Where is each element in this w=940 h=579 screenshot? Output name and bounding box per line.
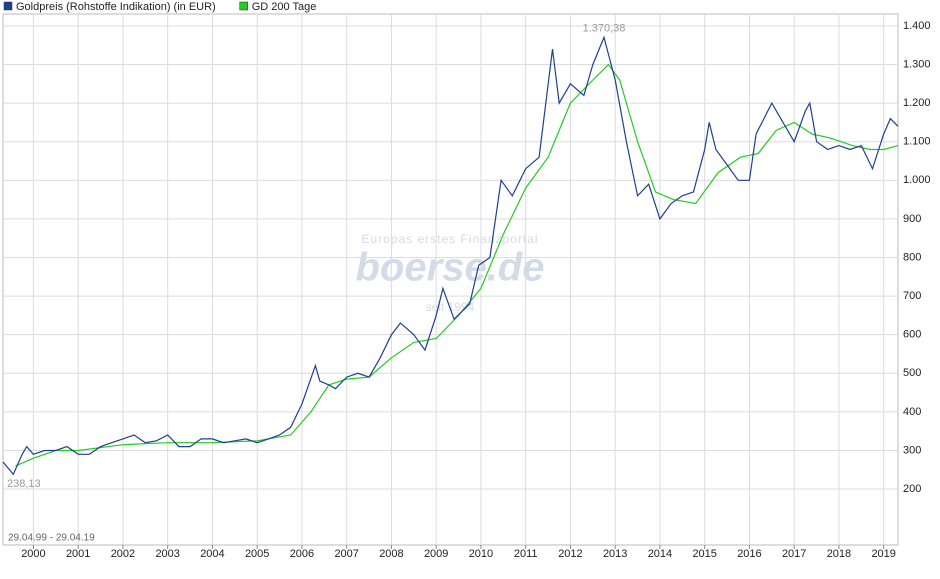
x-tick-label: 2009: [424, 548, 448, 560]
y-tick-label: 800: [903, 251, 921, 263]
x-tick-label: 2003: [155, 548, 179, 560]
x-tick-label: 2004: [200, 548, 224, 560]
y-tick-label: 600: [903, 329, 921, 341]
x-tick-label: 2008: [379, 548, 403, 560]
y-tick-label: 1.400: [903, 20, 931, 32]
y-tick-label: 900: [903, 213, 921, 225]
x-tick-label: 2000: [21, 548, 45, 560]
y-tick-label: 1.000: [903, 174, 931, 186]
legend-label: GD 200 Tage: [252, 1, 317, 13]
x-tick-label: 2005: [245, 548, 269, 560]
y-tick-label: 500: [903, 367, 921, 379]
x-tick-label: 2002: [111, 548, 135, 560]
x-tick-label: 2012: [558, 548, 582, 560]
y-tick-label: 1.200: [903, 97, 931, 109]
legend-label: Goldpreis (Rohstoffe Indikation) (in EUR…: [16, 1, 216, 13]
plot-area: [2, 13, 899, 546]
y-tick-label: 200: [903, 483, 921, 495]
x-tick-label: 2011: [514, 548, 538, 560]
y-tick-label: 1.300: [903, 58, 931, 70]
min-label: 238,13: [7, 478, 41, 490]
x-tick-label: 2010: [469, 548, 493, 560]
legend-swatch: [3, 1, 13, 11]
x-tick-label: 2016: [737, 548, 761, 560]
y-tick-label: 1.100: [903, 136, 931, 148]
watermark: Europas erstes Finanzportal: [361, 232, 538, 246]
x-tick-label: 2013: [603, 548, 627, 560]
x-tick-label: 2019: [871, 548, 895, 560]
x-tick-label: 2006: [290, 548, 314, 560]
y-tick-label: 400: [903, 406, 921, 418]
x-tick-label: 2007: [334, 548, 358, 560]
y-tick-label: 700: [903, 290, 921, 302]
series-line: [2, 35, 899, 476]
x-tick-label: 2014: [648, 548, 672, 560]
y-tick-label: 300: [903, 444, 921, 456]
legend-swatch: [239, 1, 248, 11]
x-tick-label: 2018: [827, 548, 851, 560]
max-label: 1.370,38: [583, 22, 626, 34]
x-tick-label: 2001: [66, 548, 90, 560]
date-range: 29.04.99 - 29.04.19: [8, 533, 95, 544]
watermark: boerse.de: [356, 246, 545, 290]
x-tick-label: 2017: [782, 548, 806, 560]
x-tick-label: 2015: [692, 548, 716, 560]
